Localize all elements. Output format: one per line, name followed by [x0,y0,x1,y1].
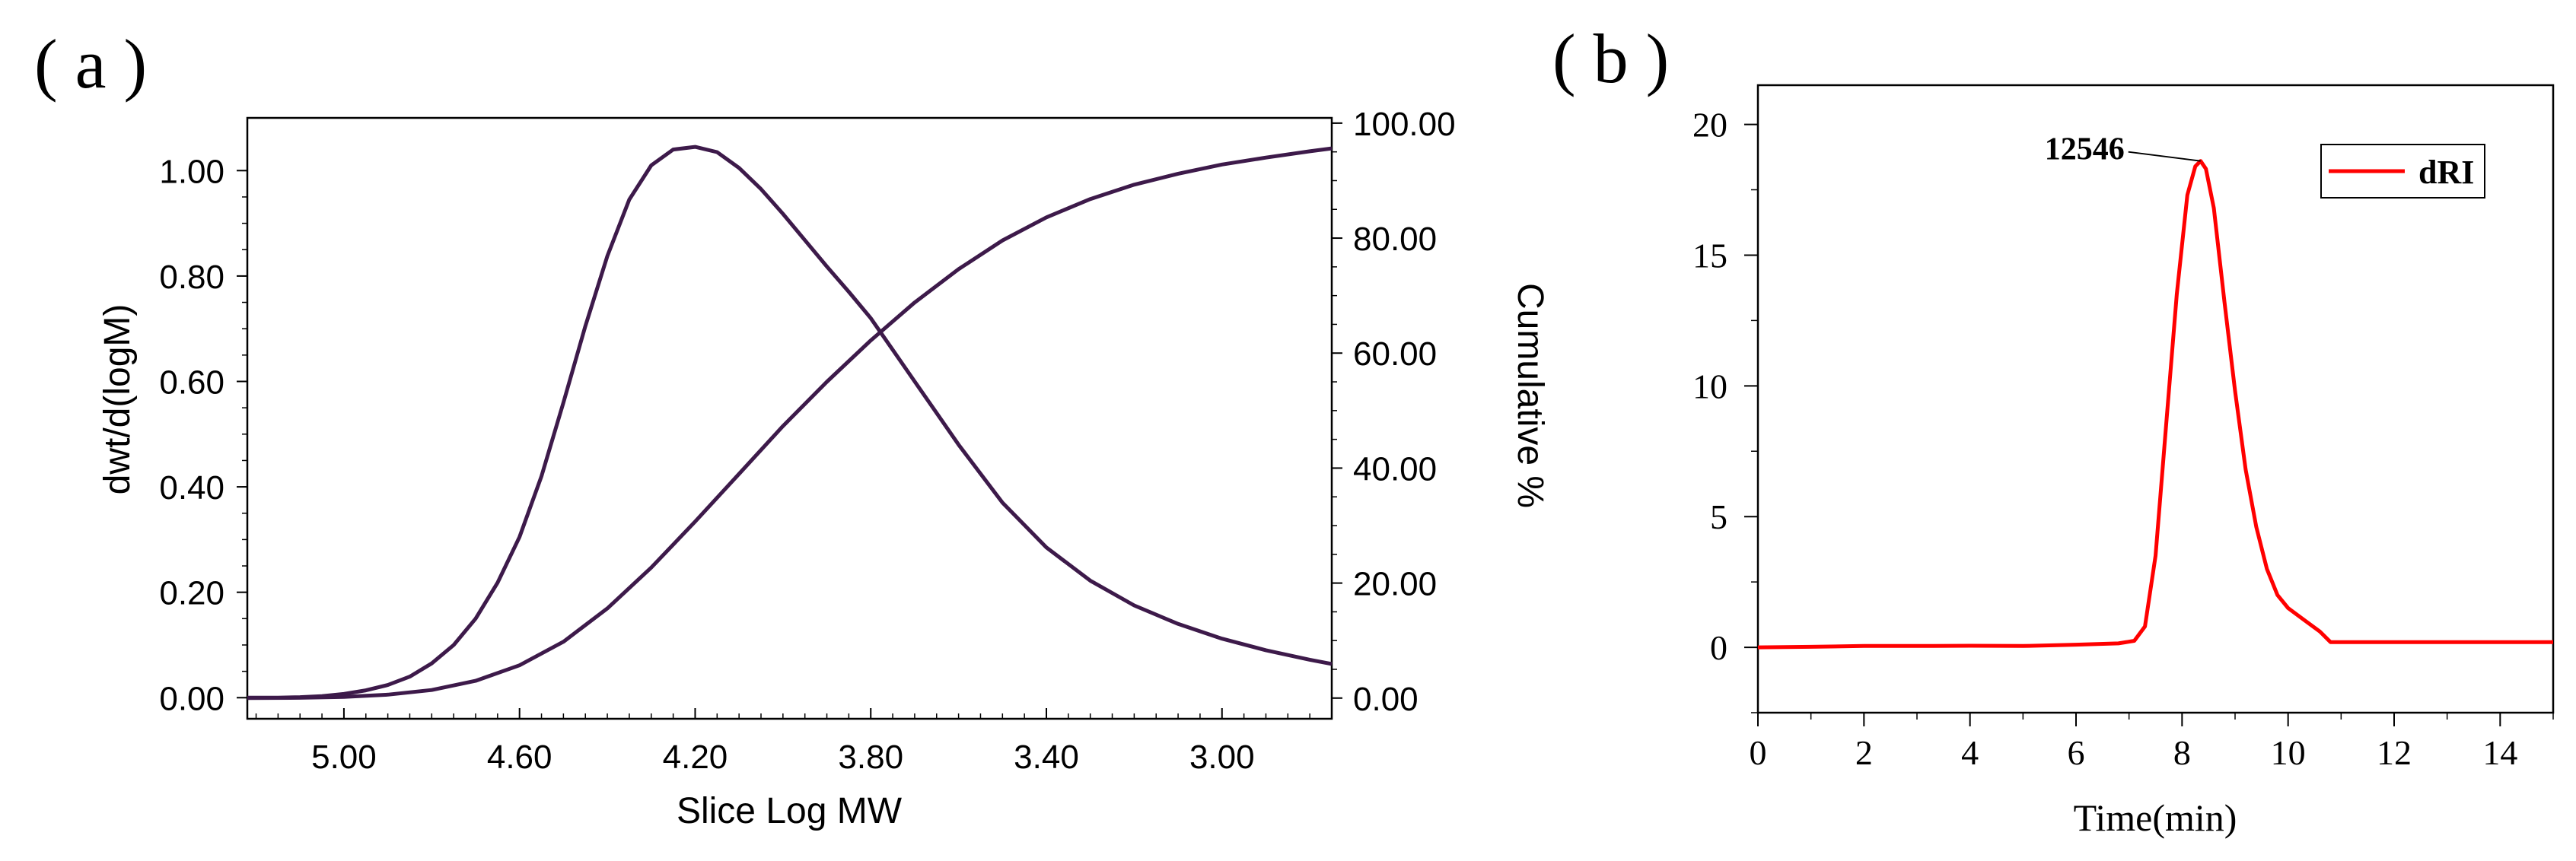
a-right-tick-label: 40.00 [1353,450,1437,488]
panel-b-x-axis-title: Time(min) [2074,796,2237,839]
a-x-tick-label: 5.00 [311,739,377,776]
b-x-tick-label: 10 [2271,733,2306,772]
panel-b-ticks: 0 2 4 6 8 10 12 14 0 5 10 15 20 [1692,106,2554,772]
b-y-tick-label: 0 [1710,628,1727,667]
peak-annotation-leader [2128,151,2201,162]
panel-a-y-axis-title: dwt/d(logM) [97,304,138,495]
b-y-tick-label: 15 [1692,236,1727,275]
peak-annotation-label: 12546 [2045,132,2125,167]
a-x-tick-label: 4.20 [663,739,728,776]
a-x-tick-label: 3.40 [1014,739,1079,776]
b-series-dri-line [1757,159,2553,650]
b-y-tick-label: 5 [1710,497,1727,536]
a-right-tick-label: 80.00 [1353,221,1437,258]
a-y-tick-label: 0.60 [159,364,224,401]
panel-a-ticks: 5.00 4.60 4.20 3.80 3.40 3.00 0.00 0.20 0.40 0.60… [159,106,1455,776]
panel-a: ( a ) Slice Log MW dwt/d(logM) Cumulativ… [34,25,1550,831]
panel-a-right-axis-title: Cumulative % [1510,283,1550,508]
a-y-tick-label: 0.20 [159,575,224,612]
panel-b-label: ( b ) [1552,20,1669,97]
b-x-tick-label: 0 [1750,733,1767,772]
panel-a-x-axis-title: Slice Log MW [677,791,903,831]
a-x-tick-label: 3.80 [838,739,903,776]
b-x-tick-label: 8 [2173,733,2191,772]
a-right-tick-label: 20.00 [1353,566,1437,603]
b-x-tick-label: 2 [1855,733,1873,772]
panel-a-label: ( a ) [34,25,147,103]
a-series-cumulative-line [247,146,1333,701]
a-right-tick-label: 0.00 [1353,681,1419,718]
b-y-tick-label: 10 [1692,367,1727,405]
b-x-tick-label: 4 [1961,733,1979,772]
a-y-tick-label: 0.80 [159,259,224,296]
a-x-tick-label: 3.00 [1189,739,1255,776]
panel-a-plot-frame [246,116,1333,720]
panel-b-legend: dRI [2320,144,2485,199]
b-y-tick-label: 20 [1692,106,1727,145]
a-right-tick-label: 60.00 [1353,335,1437,373]
a-y-tick-label: 0.00 [159,680,224,717]
a-y-tick-label: 0.40 [159,469,224,507]
b-x-tick-label: 12 [2377,733,2412,772]
a-right-tick-label: 100.00 [1353,106,1456,143]
panel-b-plot-frame [1756,84,2555,714]
panel-b-series [1757,159,2553,650]
b-x-tick-label: 6 [2068,733,2085,772]
b-x-tick-label: 14 [2482,733,2517,772]
panel-a-series [247,145,1333,701]
a-y-tick-label: 1.00 [159,153,224,190]
legend-label-dri: dRI [2418,154,2474,191]
a-series-dwt-line [247,145,1333,700]
a-x-tick-label: 4.60 [487,739,552,776]
